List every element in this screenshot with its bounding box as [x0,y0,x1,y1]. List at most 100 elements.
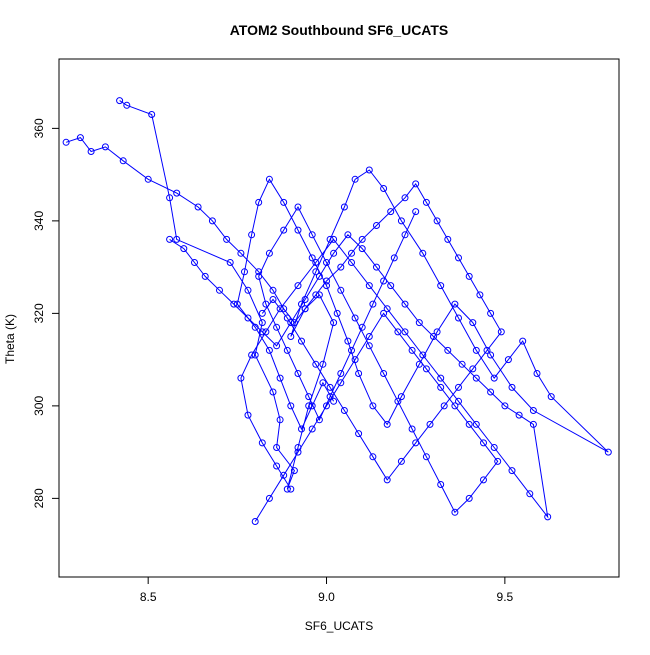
y-tick-label: 340 [32,211,46,231]
data-point [490,374,498,382]
data-point [487,351,495,359]
data-point [62,138,70,146]
data-point [380,277,388,285]
data-point [290,467,298,475]
data-point [273,323,281,331]
data-point [455,314,462,322]
data-point [465,420,473,428]
data-point [383,305,391,313]
data-point [241,268,248,276]
series-line [254,205,499,522]
series-4 [251,203,502,525]
data-point [480,476,487,484]
data-point [440,402,448,410]
data-point [273,462,281,470]
data-point [383,476,391,484]
data-point [544,513,552,521]
data-point [394,397,402,405]
data-point [469,365,477,373]
data-point [276,416,284,424]
data-point [422,453,430,461]
data-point [276,305,284,313]
x-axis: 8.5 9.0 9.5 [140,576,514,604]
data-point [519,337,527,345]
data-point [269,296,277,303]
data-point [223,235,231,243]
data-point [365,342,373,350]
data-point [298,425,305,433]
data-point [348,259,355,266]
data-point [255,272,263,280]
data-point [369,402,377,410]
data-point [255,198,263,206]
data-point [319,379,327,387]
data-point [312,291,320,299]
data-point [337,263,345,271]
data-point [265,346,273,354]
data-point [365,333,373,340]
data-point [283,314,291,322]
data-point [333,309,341,317]
data-point [451,300,459,308]
data-point [287,333,295,340]
data-point [508,467,516,475]
data-point [173,235,181,243]
data-point [244,314,252,322]
data-point [494,457,502,465]
data-point [308,425,316,433]
data-point [340,203,348,211]
series-line [169,234,549,519]
data-point [194,203,202,211]
data-point [258,309,266,317]
data-point [248,351,256,359]
data-point [201,272,209,280]
data-point [508,383,516,391]
data-point [401,300,409,308]
data-point [351,314,359,322]
data-point [358,245,366,253]
data-point [294,448,302,456]
data-point [529,420,537,428]
data-point [330,397,338,405]
data-point [401,328,409,336]
data-point [87,148,95,155]
data-point [412,208,420,216]
data-point [472,374,480,382]
series-1 [116,97,612,493]
data-point [330,235,338,243]
data-point [280,198,288,206]
x-axis-label: SF6_UCATS [305,619,373,633]
data-point [244,411,252,419]
data-point [258,328,266,336]
data-point [529,407,537,414]
data-point [166,194,174,202]
data-point [337,370,345,377]
data-point [430,333,437,340]
data-point [501,402,509,410]
data-point [283,346,291,354]
data-point [458,360,466,368]
data-point [547,393,555,401]
data-point [312,259,320,266]
data-point [426,420,434,428]
data-point [490,444,498,451]
data-point [265,175,273,183]
data-point [208,217,216,225]
data-point [262,328,270,336]
data-point [408,425,416,433]
data-point [294,282,302,290]
data-point [269,286,277,294]
y-tick-label: 280 [32,488,46,508]
series-line [65,137,502,481]
data-point [476,291,484,299]
data-point [444,346,452,354]
data-point [216,286,223,294]
data-point [294,226,302,234]
data-point [101,143,109,151]
data-point [273,342,281,350]
x-tick-label: 9.5 [497,590,514,604]
data-point [526,490,534,498]
data-point [337,286,345,294]
data-point [390,254,398,262]
